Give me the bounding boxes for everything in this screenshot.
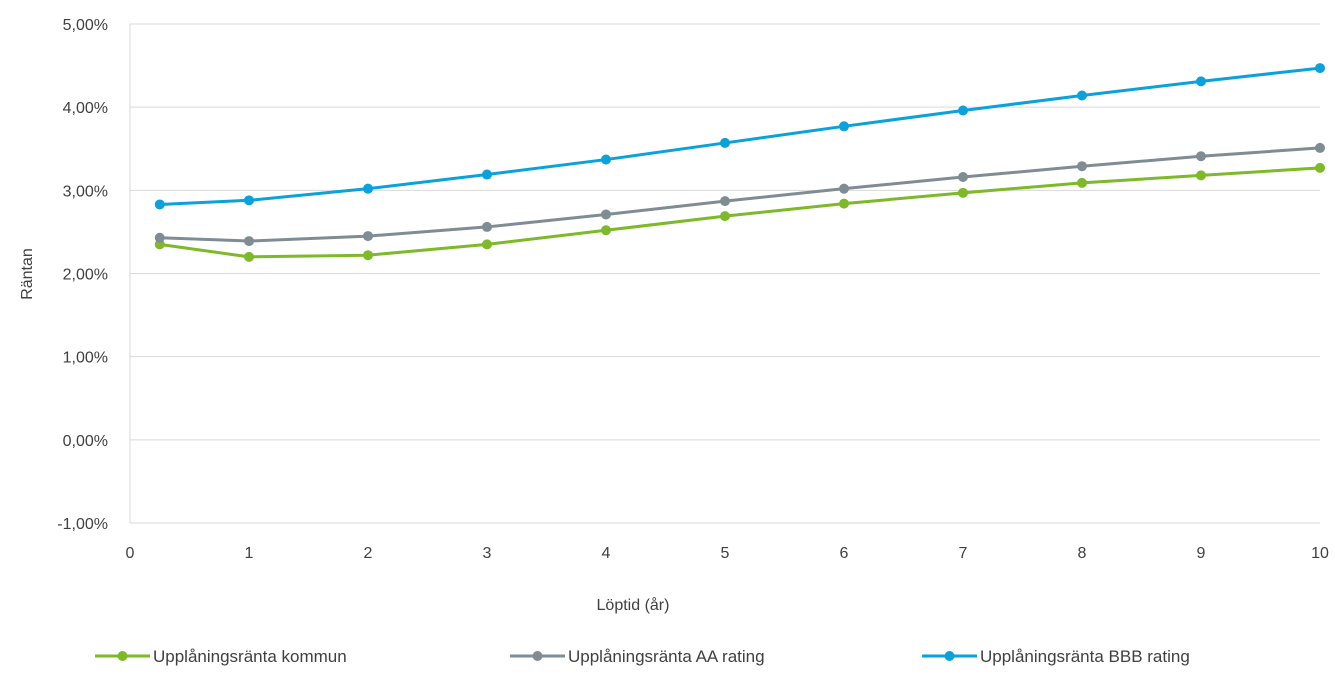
gridlines [130,23,1320,524]
data-point [1077,161,1087,172]
data-point [720,196,730,207]
data-point [363,231,373,242]
data-point [601,154,611,165]
data-point [601,209,611,220]
x-tick-label: 1 [245,545,254,562]
series-line [158,146,1322,243]
data-point [363,183,373,194]
data-point [1196,170,1206,181]
legend-label: Upplåningsränta kommun [153,647,347,666]
data-point [482,239,492,250]
x-tick-label: 5 [721,545,730,562]
legend-item: Upplåningsränta kommun [95,647,347,666]
data-point [958,105,968,116]
series-lines [154,63,1325,262]
legend-swatch-marker [944,651,955,661]
series-line [158,166,1322,259]
axes [129,24,1320,524]
legend-swatch-marker [117,651,128,661]
data-point [839,198,849,209]
legend: Upplåningsränta kommun Upplåningsränta AA… [95,647,1190,666]
x-tick-label: 7 [959,545,968,562]
data-point [1196,151,1206,162]
x-tick-label: 6 [840,545,849,562]
data-point [154,232,165,243]
x-tick-label: 4 [602,545,611,562]
data-point [244,195,254,206]
legend-item: Upplåningsränta AA rating [510,647,765,666]
data-point [482,169,492,180]
x-tick-label: 9 [1197,545,1206,562]
data-point [482,221,492,232]
x-axis-title: Löptid (år) [597,596,670,614]
data-point [958,187,968,198]
data-point [720,137,730,148]
data-point [244,251,254,262]
x-tick-label: 3 [483,545,492,562]
data-point [244,236,254,247]
legend-label: Upplåningsränta BBB rating [980,647,1190,666]
x-tick-label: 2 [364,545,373,562]
series-3 [154,63,1325,210]
legend-item: Upplåningsränta BBB rating [922,647,1190,666]
y-tick-label: -1,00% [57,516,108,533]
legend-label: Upplåningsränta AA rating [568,647,765,666]
data-point [839,183,849,194]
series-1 [154,162,1325,262]
data-point [1077,90,1087,101]
y-tick-label: 2,00% [63,267,108,284]
data-point [720,211,730,222]
data-point [1315,63,1325,74]
y-tick-label: 1,00% [63,350,108,367]
y-tick-label: 0,00% [63,433,108,450]
data-point [958,172,968,183]
legend-swatch-marker [532,651,543,661]
y-tick-label: 3,00% [63,183,108,200]
data-point [1315,142,1325,153]
data-point [1315,162,1325,173]
data-point [839,121,849,132]
x-tick-label: 8 [1078,545,1087,562]
data-point [363,250,373,261]
data-point [1196,76,1206,87]
y-tick-label: 4,00% [63,100,108,117]
series-2 [154,142,1325,247]
data-point [601,225,611,236]
x-tick-label: 10 [1311,545,1329,562]
axis-titles: Löptid (år) Räntan [19,248,669,614]
y-axis-title: Räntan [19,248,36,300]
series-line [158,66,1322,206]
data-point [154,199,165,210]
y-tick-label: 5,00% [63,17,108,34]
x-tick-label: 0 [126,545,135,562]
tick-labels: -1,00% 0,00% 1,00% 2,00% 3,00% 4,00% 5,00% 0 1 2 3… [57,17,1329,562]
data-point [1077,177,1087,188]
